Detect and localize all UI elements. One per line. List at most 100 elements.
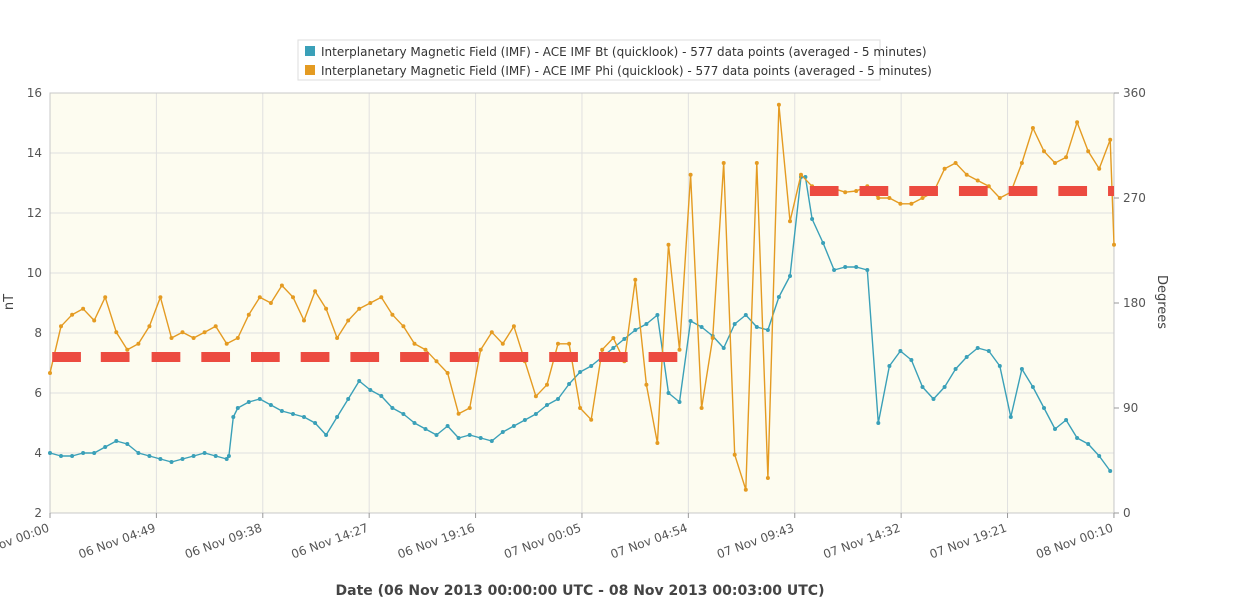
data-point[interactable] [699, 406, 704, 410]
data-point[interactable] [70, 454, 75, 458]
data-point[interactable] [522, 418, 527, 422]
data-point[interactable] [313, 289, 318, 294]
data-point[interactable] [765, 328, 770, 332]
data-point[interactable] [125, 347, 130, 352]
data-point[interactable] [103, 445, 108, 449]
data-point[interactable] [920, 385, 925, 389]
data-point[interactable] [279, 283, 284, 288]
data-point[interactable] [158, 457, 163, 461]
data-point[interactable] [114, 439, 119, 443]
data-point[interactable] [1053, 427, 1057, 431]
data-point[interactable] [898, 349, 903, 353]
data-point[interactable] [268, 301, 273, 305]
data-point[interactable] [622, 337, 627, 341]
data-point[interactable] [765, 476, 770, 480]
data-point[interactable] [699, 325, 704, 329]
data-point[interactable] [986, 349, 991, 353]
data-point[interactable] [1075, 436, 1080, 440]
data-point[interactable] [313, 421, 318, 425]
data-point[interactable] [567, 341, 572, 346]
data-point[interactable] [180, 457, 185, 461]
data-point[interactable] [754, 325, 759, 329]
data-point[interactable] [511, 324, 516, 329]
data-point[interactable] [180, 330, 185, 335]
data-point[interactable] [268, 403, 273, 407]
data-point[interactable] [688, 319, 693, 323]
data-point[interactable] [500, 341, 505, 346]
data-point[interactable] [147, 324, 152, 329]
data-point[interactable] [257, 397, 262, 401]
data-point[interactable] [1086, 442, 1091, 446]
data-point[interactable] [191, 336, 196, 340]
data-point[interactable] [1108, 469, 1113, 473]
data-point[interactable] [677, 400, 682, 404]
data-point[interactable] [302, 318, 306, 323]
data-point[interactable] [964, 172, 969, 177]
data-point[interactable] [810, 217, 815, 221]
data-point[interactable] [147, 454, 152, 458]
data-point[interactable] [302, 415, 306, 419]
data-point[interactable] [1108, 137, 1113, 142]
data-point[interactable] [158, 295, 163, 300]
data-point[interactable] [456, 411, 461, 416]
data-point[interactable] [644, 382, 649, 387]
data-point[interactable] [997, 364, 1002, 368]
data-point[interactable] [688, 172, 693, 177]
data-point[interactable] [721, 161, 726, 165]
data-point[interactable] [931, 397, 936, 401]
data-point[interactable] [920, 196, 925, 200]
data-point[interactable] [246, 312, 251, 317]
data-point[interactable] [246, 400, 251, 404]
data-point[interactable] [226, 454, 231, 458]
data-point[interactable] [600, 347, 605, 352]
data-point[interactable] [865, 268, 870, 272]
data-point[interactable] [59, 324, 63, 329]
data-point[interactable] [231, 415, 236, 419]
data-point[interactable] [390, 312, 395, 317]
data-point[interactable] [467, 433, 472, 437]
data-point[interactable] [975, 346, 980, 350]
legend-item-bt[interactable]: Interplanetary Magnetic Field (IMF) - AC… [305, 45, 927, 59]
data-point[interactable] [1075, 120, 1080, 125]
data-point[interactable] [876, 196, 881, 200]
data-point[interactable] [677, 347, 682, 352]
data-point[interactable] [1042, 406, 1046, 410]
data-point[interactable] [556, 341, 560, 346]
data-point[interactable] [346, 397, 351, 401]
data-point[interactable] [1008, 415, 1013, 419]
data-point[interactable] [191, 454, 196, 458]
data-point[interactable] [843, 265, 848, 269]
data-point[interactable] [478, 436, 483, 440]
data-point[interactable] [589, 364, 594, 368]
data-point[interactable] [1097, 454, 1102, 458]
data-point[interactable] [335, 415, 340, 419]
data-point[interactable] [489, 439, 494, 443]
data-point[interactable] [953, 367, 958, 371]
data-point[interactable] [909, 201, 914, 206]
data-point[interactable] [335, 336, 340, 340]
data-point[interactable] [235, 336, 240, 340]
data-point[interactable] [92, 451, 97, 455]
data-point[interactable] [500, 430, 505, 434]
data-point[interactable] [224, 457, 229, 461]
data-point[interactable] [556, 397, 560, 401]
data-point[interactable] [379, 295, 384, 300]
data-point[interactable] [324, 433, 329, 437]
data-point[interactable] [843, 190, 848, 195]
data-point[interactable] [1019, 161, 1024, 165]
data-point[interactable] [1053, 161, 1057, 165]
data-point[interactable] [412, 341, 417, 346]
data-point[interactable] [942, 166, 947, 171]
data-point[interactable] [125, 442, 130, 446]
data-point[interactable] [997, 196, 1002, 200]
data-point[interactable] [114, 330, 119, 335]
data-point[interactable] [70, 312, 75, 317]
data-point[interactable] [324, 306, 329, 311]
data-point[interactable] [633, 328, 638, 332]
data-point[interactable] [92, 318, 97, 323]
data-point[interactable] [887, 364, 892, 368]
data-point[interactable] [953, 161, 958, 165]
data-point[interactable] [776, 102, 781, 107]
data-point[interactable] [291, 295, 295, 300]
data-point[interactable] [390, 406, 395, 410]
